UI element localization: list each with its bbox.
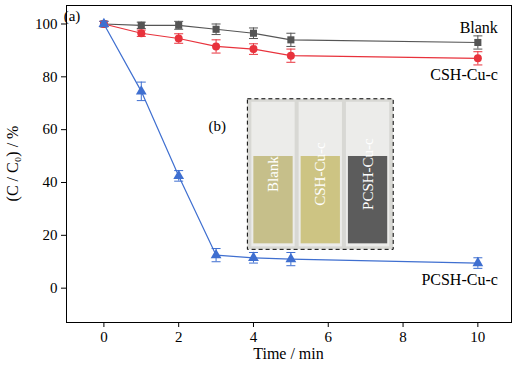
svg-text:0: 0 — [50, 280, 58, 296]
svg-text:2: 2 — [175, 329, 183, 345]
svg-text:8: 8 — [399, 329, 407, 345]
svg-text:40: 40 — [43, 174, 58, 190]
svg-text:Time / min: Time / min — [253, 345, 324, 362]
svg-text:Blank: Blank — [265, 156, 281, 192]
svg-text:CSH-Cu-c: CSH-Cu-c — [430, 66, 498, 83]
svg-text:0: 0 — [100, 329, 108, 345]
svg-text:CSH-Cu-c: CSH-Cu-c — [312, 142, 328, 206]
svg-text:(b): (b) — [209, 118, 227, 135]
svg-text:PCSH-Cu-c: PCSH-Cu-c — [360, 138, 376, 210]
svg-text:6: 6 — [325, 329, 333, 345]
svg-text:Blank: Blank — [460, 19, 498, 36]
svg-text:80: 80 — [43, 69, 58, 85]
svg-text:100: 100 — [35, 16, 58, 32]
svg-text:(a): (a) — [64, 8, 81, 25]
svg-text:(C / C₀) / %: (C / C₀) / % — [4, 126, 22, 202]
svg-text:PCSH-Cu-c: PCSH-Cu-c — [421, 271, 497, 288]
svg-text:10: 10 — [470, 329, 485, 345]
svg-text:60: 60 — [43, 121, 58, 137]
svg-text:20: 20 — [43, 227, 58, 243]
svg-text:4: 4 — [250, 329, 258, 345]
